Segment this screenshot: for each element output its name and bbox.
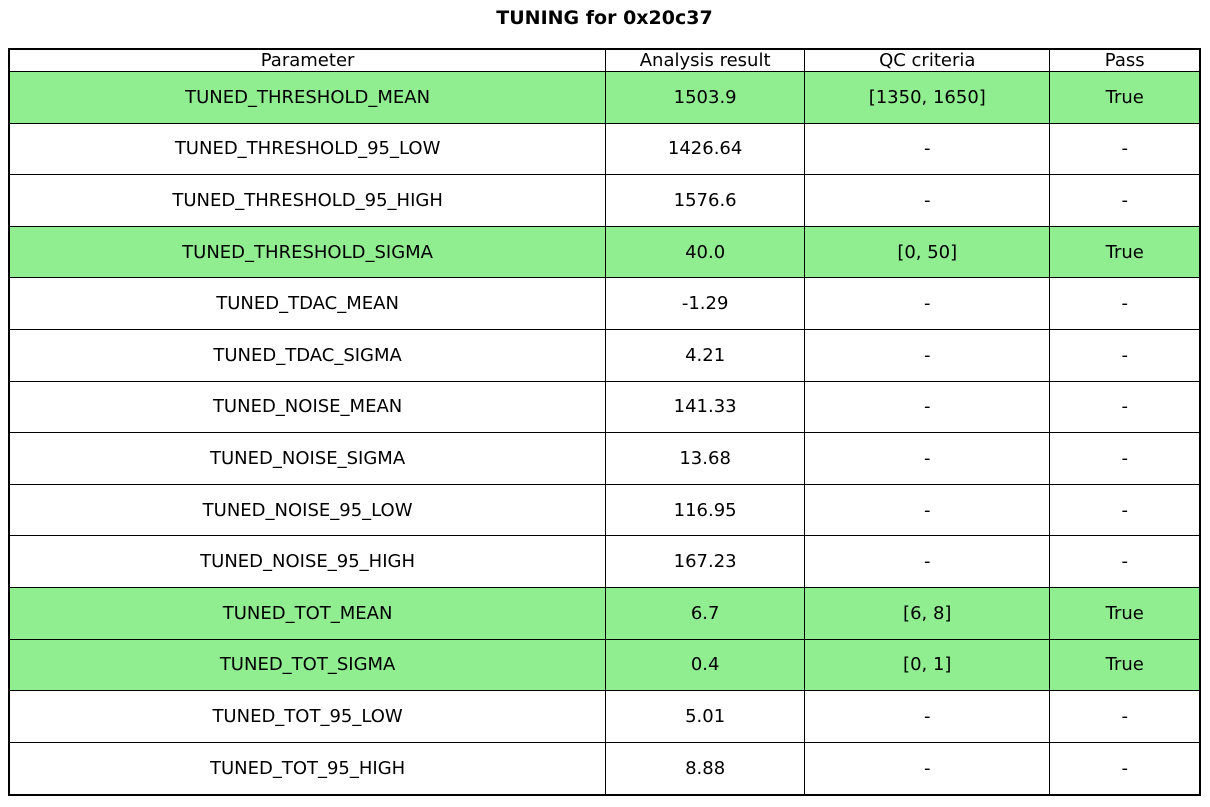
cell-parameter: TUNED_THRESHOLD_95_LOW — [8, 122, 607, 176]
table-row: TUNED_TDAC_MEAN -1.29- - — [8, 277, 1201, 330]
header-row: Parameter Analysis result QC criteria Pa… — [8, 48, 1201, 72]
cell-pass: - — [1049, 535, 1201, 588]
cell-pass: - — [1049, 122, 1201, 176]
cell-parameter: TUNED_NOISE_SIGMA — [8, 432, 607, 485]
cell-pass: True — [1049, 225, 1201, 279]
cell-qc-criteria: - — [804, 174, 1051, 227]
cell-qc-criteria: - — [804, 741, 1051, 796]
table-row: TUNED_TOT_SIGMA 0.4 [0, 1] True — [8, 638, 1201, 692]
cell-parameter: TUNED_NOISE_MEAN — [8, 380, 607, 434]
table-row: TUNED_TOT_95_LOW 5.01- - — [8, 690, 1201, 743]
table-row: TUNED_THRESHOLD_95_LOW 1426.64- - — [8, 122, 1201, 176]
cell-analysis-result: 5.01 — [605, 690, 806, 743]
table-row: TUNED_NOISE_SIGMA 13.68- - — [8, 432, 1201, 485]
cell-qc-criteria: - — [804, 380, 1051, 434]
cell-analysis-result: 116.95 — [605, 483, 806, 537]
column-header-pass: Pass — [1049, 48, 1201, 72]
table-row: TUNED_NOISE_MEAN 141.33- - — [8, 380, 1201, 434]
cell-pass: True — [1049, 586, 1201, 640]
cell-parameter: TUNED_TOT_MEAN — [8, 586, 607, 640]
cell-parameter: TUNED_TOT_95_HIGH — [8, 741, 607, 796]
cell-parameter: TUNED_THRESHOLD_SIGMA — [8, 225, 607, 279]
cell-parameter: TUNED_TDAC_MEAN — [8, 277, 607, 330]
column-header-qc-criteria: QC criteria — [804, 48, 1051, 72]
cell-analysis-result: 4.21 — [605, 328, 806, 382]
cell-analysis-result: -1.29 — [605, 277, 806, 330]
table-row: TUNED_NOISE_95_LOW 116.95- - — [8, 483, 1201, 537]
cell-qc-criteria: [0, 1] — [804, 638, 1051, 692]
cell-parameter: TUNED_TOT_95_LOW — [8, 690, 607, 743]
cell-parameter: TUNED_NOISE_95_HIGH — [8, 535, 607, 588]
cell-pass: - — [1049, 277, 1201, 330]
cell-qc-criteria: - — [804, 535, 1051, 588]
cell-analysis-result: 0.4 — [605, 638, 806, 692]
table-row: TUNED_THRESHOLD_SIGMA 40.0 [0, 50] True — [8, 225, 1201, 279]
cell-analysis-result: 1576.6 — [605, 174, 806, 227]
table-row: TUNED_TOT_95_HIGH 8.88- - — [8, 741, 1201, 796]
cell-qc-criteria: - — [804, 432, 1051, 485]
qc-table: Parameter Analysis result QC criteria Pa… — [8, 48, 1201, 796]
cell-parameter: TUNED_THRESHOLD_95_HIGH — [8, 174, 607, 227]
table-row: TUNED_THRESHOLD_MEAN 1503.9 [1350, 1650] Tr… — [8, 71, 1201, 124]
cell-analysis-result: 1426.64 — [605, 122, 806, 176]
cell-pass: - — [1049, 690, 1201, 743]
cell-pass: - — [1049, 741, 1201, 796]
cell-analysis-result: 167.23 — [605, 535, 806, 588]
cell-analysis-result: 141.33 — [605, 380, 806, 434]
cell-analysis-result: 13.68 — [605, 432, 806, 485]
cell-qc-criteria: [0, 50] — [804, 225, 1051, 279]
cell-qc-criteria: - — [804, 328, 1051, 382]
cell-qc-criteria: [1350, 1650] — [804, 71, 1051, 124]
column-header-analysis-result: Analysis result — [605, 48, 806, 72]
cell-parameter: TUNED_TOT_SIGMA — [8, 638, 607, 692]
cell-analysis-result: 40.0 — [605, 225, 806, 279]
cell-parameter: TUNED_THRESHOLD_MEAN — [8, 71, 607, 124]
cell-pass: True — [1049, 638, 1201, 692]
cell-qc-criteria: - — [804, 122, 1051, 176]
cell-qc-criteria: - — [804, 277, 1051, 330]
column-header-parameter: Parameter — [8, 48, 607, 72]
cell-qc-criteria: - — [804, 483, 1051, 537]
cell-analysis-result: 6.7 — [605, 586, 806, 640]
cell-qc-criteria: [6, 8] — [804, 586, 1051, 640]
cell-parameter: TUNED_TDAC_SIGMA — [8, 328, 607, 382]
cell-parameter: TUNED_NOISE_95_LOW — [8, 483, 607, 537]
table-row: TUNED_THRESHOLD_95_HIGH 1576.6- - — [8, 174, 1201, 227]
cell-pass: True — [1049, 71, 1201, 124]
cell-pass: - — [1049, 432, 1201, 485]
cell-pass: - — [1049, 174, 1201, 227]
cell-pass: - — [1049, 483, 1201, 537]
cell-pass: - — [1049, 328, 1201, 382]
figure-title: TUNING for 0x20c37 — [496, 7, 713, 29]
table-row: TUNED_TDAC_SIGMA 4.21- - — [8, 328, 1201, 382]
table-row: TUNED_NOISE_95_HIGH 167.23- - — [8, 535, 1201, 588]
cell-analysis-result: 1503.9 — [605, 71, 806, 124]
cell-pass: - — [1049, 380, 1201, 434]
cell-qc-criteria: - — [804, 690, 1051, 743]
cell-analysis-result: 8.88 — [605, 741, 806, 796]
table-row: TUNED_TOT_MEAN 6.7 [6, 8] True — [8, 586, 1201, 640]
table-body: TUNED_THRESHOLD_MEAN 1503.9 [1350, 1650] Tr… — [8, 71, 1201, 796]
